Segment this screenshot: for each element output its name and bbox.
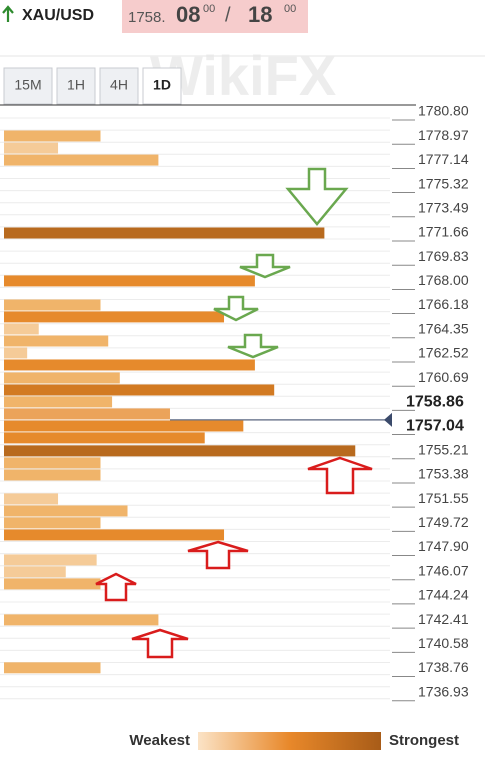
y-tick-label: 1777.14 bbox=[418, 151, 469, 167]
up-icon bbox=[2, 5, 14, 22]
y-tick-label: 1742.41 bbox=[418, 611, 469, 627]
y-tick-label: 1780.80 bbox=[418, 103, 469, 119]
price-box bbox=[122, 0, 308, 33]
bar bbox=[4, 432, 205, 444]
down-arrow bbox=[213, 295, 259, 322]
resistance-arrows bbox=[213, 167, 349, 359]
bar bbox=[4, 323, 39, 335]
bar bbox=[4, 299, 101, 311]
bar bbox=[4, 311, 225, 323]
tab-label[interactable]: 15M bbox=[14, 77, 41, 93]
bar bbox=[4, 469, 101, 481]
y-tick-label: 1778.97 bbox=[418, 127, 469, 143]
y-tick-label: 1744.24 bbox=[418, 587, 469, 603]
y-tick-label: 1747.90 bbox=[418, 538, 469, 554]
bar bbox=[4, 154, 159, 166]
y-tick-label: 1769.83 bbox=[418, 248, 469, 264]
y-tick-label: 1757.04 bbox=[406, 418, 464, 435]
bar bbox=[4, 517, 101, 529]
bar bbox=[4, 384, 275, 396]
bar bbox=[4, 566, 66, 578]
bar bbox=[4, 372, 120, 384]
y-tick-label: 1760.69 bbox=[418, 369, 469, 385]
tab[interactable] bbox=[3, 67, 53, 105]
down-arrow bbox=[227, 333, 279, 359]
y-tick-label: 1753.38 bbox=[418, 466, 469, 482]
y-tick-label: 1749.72 bbox=[418, 514, 469, 530]
bar bbox=[4, 493, 59, 505]
bar bbox=[4, 662, 101, 674]
bar bbox=[4, 420, 244, 432]
ask-big: 18 bbox=[248, 2, 272, 27]
up-arrow bbox=[187, 540, 249, 570]
bar bbox=[4, 227, 325, 239]
bid-sup: 00 bbox=[203, 3, 215, 15]
tab-label[interactable]: 4H bbox=[110, 77, 128, 93]
bar bbox=[4, 457, 101, 469]
y-tick-label: 1775.32 bbox=[418, 175, 469, 191]
bid-main: 1758. bbox=[128, 9, 166, 26]
ask-sup: 00 bbox=[284, 3, 296, 15]
y-tick-label: 1751.55 bbox=[418, 490, 469, 506]
y-tick-label: 1766.18 bbox=[418, 296, 469, 312]
bar bbox=[4, 142, 59, 154]
bar bbox=[4, 408, 170, 420]
bar bbox=[4, 275, 255, 287]
bar bbox=[4, 396, 113, 408]
legend-low: Weakest bbox=[129, 732, 190, 749]
y-tick-label: 1773.49 bbox=[418, 199, 469, 215]
y-tick-label: 1764.35 bbox=[418, 320, 469, 336]
tab[interactable] bbox=[56, 67, 96, 105]
down-arrow bbox=[285, 167, 349, 226]
y-tick-label: 1736.93 bbox=[418, 683, 469, 699]
separator: / bbox=[225, 4, 231, 26]
bar bbox=[4, 359, 255, 371]
up-arrow bbox=[131, 628, 189, 659]
bid-big: 08 bbox=[176, 2, 200, 27]
bar bbox=[4, 130, 101, 142]
tab[interactable] bbox=[142, 67, 182, 105]
tab-label[interactable]: 1D bbox=[153, 77, 171, 93]
bar bbox=[4, 554, 97, 566]
tab-label[interactable]: 1H bbox=[67, 77, 85, 93]
bar bbox=[4, 505, 128, 517]
up-arrow bbox=[307, 456, 373, 495]
legend-high: Strongest bbox=[389, 732, 459, 749]
down-arrow bbox=[239, 253, 291, 279]
y-tick-label: 1771.66 bbox=[418, 224, 469, 240]
bar bbox=[4, 445, 356, 457]
bar bbox=[4, 335, 109, 347]
price-pointer bbox=[384, 412, 392, 427]
symbol: XAU/USD bbox=[22, 7, 94, 24]
y-tick-label: 1768.00 bbox=[418, 272, 469, 288]
y-tick-label: 1740.58 bbox=[418, 635, 469, 651]
y-tick-label: 1746.07 bbox=[418, 562, 469, 578]
bar bbox=[4, 347, 28, 359]
y-tick-label: 1755.21 bbox=[418, 441, 469, 457]
bar bbox=[4, 529, 225, 541]
up-arrow bbox=[95, 572, 137, 602]
y-tick-label: 1738.76 bbox=[418, 659, 469, 675]
bar bbox=[4, 614, 159, 626]
legend-gradient bbox=[198, 732, 381, 750]
tab[interactable] bbox=[99, 67, 139, 105]
y-tick-label: 1762.52 bbox=[418, 345, 469, 361]
y-tick-label: 1758.86 bbox=[406, 394, 464, 411]
support-arrows bbox=[95, 456, 373, 659]
bar bbox=[4, 578, 101, 590]
